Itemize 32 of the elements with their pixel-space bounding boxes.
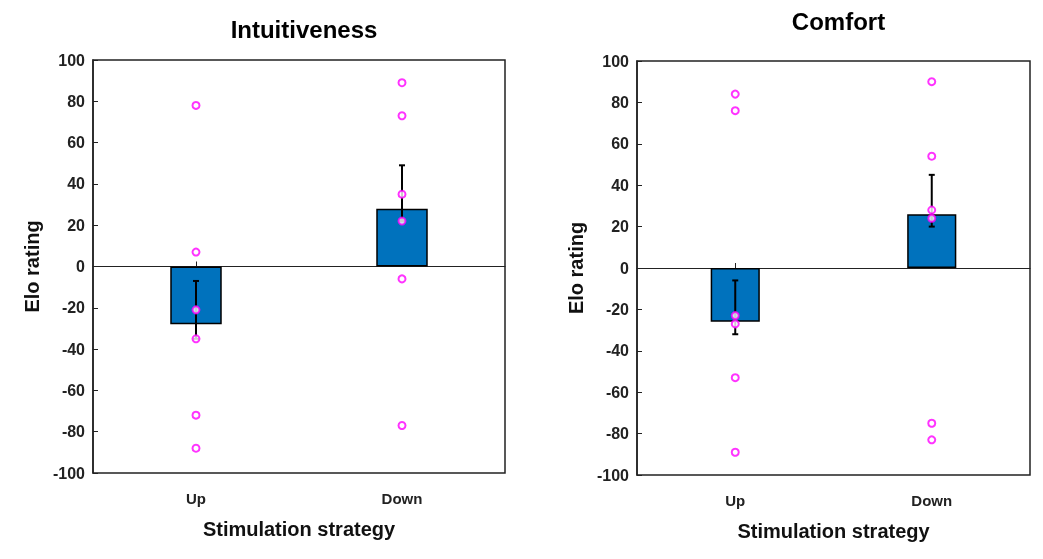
x-tick-label: Down: [911, 492, 953, 509]
y-tick-label: -20: [61, 299, 86, 317]
y-tick-label: -20: [605, 300, 630, 318]
x-axis-title: Stimulation strategy: [202, 518, 396, 540]
y-tick-label: 0: [620, 259, 630, 277]
y-tick-label: 60: [611, 135, 630, 153]
y-tick-label: -60: [605, 383, 630, 401]
y-tick-label: 80: [611, 93, 630, 111]
y-tick-label: -60: [61, 381, 86, 399]
x-tick-label: Up: [725, 492, 746, 509]
x-axis-title: Stimulation strategy: [737, 520, 931, 542]
y-tick-label: -80: [605, 425, 630, 443]
y-axis-title: Elo rating: [21, 220, 44, 313]
y-axis-title: Elo rating: [565, 221, 588, 315]
y-tick-label: -100: [596, 466, 630, 484]
chart-title: Comfort: [791, 7, 886, 35]
y-tick-label: 40: [611, 176, 630, 194]
chart-title: Intuitiveness: [230, 15, 378, 43]
y-tick-label: -40: [61, 340, 86, 358]
y-tick-label: 20: [67, 216, 86, 234]
y-tick-label: 0: [76, 258, 86, 275]
x-tick-label: Up: [186, 490, 206, 507]
x-tick-label: Down: [381, 490, 423, 507]
y-tick-label: 20: [611, 218, 630, 236]
y-tick-label: -80: [61, 423, 86, 441]
y-tick-label: -100: [52, 464, 86, 482]
y-tick-label: 100: [602, 52, 630, 70]
y-tick-label: -40: [605, 342, 630, 360]
y-tick-label: 100: [58, 51, 86, 69]
y-tick-label: 80: [67, 92, 86, 110]
y-tick-label: 40: [67, 175, 86, 193]
y-tick-label: 60: [67, 134, 86, 152]
